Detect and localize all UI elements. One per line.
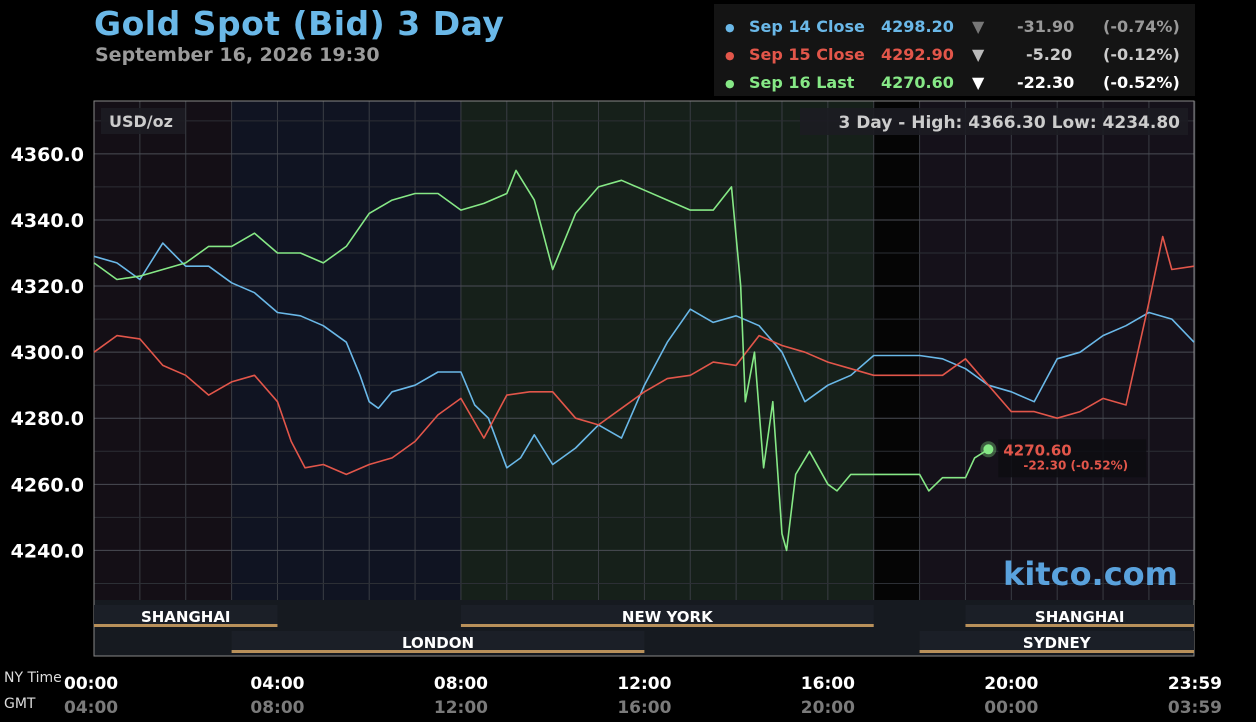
x-tick-label-gmt: 03:59 [1168, 698, 1222, 718]
x-tick-label-ny: 23:59 [1168, 674, 1222, 694]
y-tick-label: 4240.0 [11, 540, 84, 562]
x-tick-label-gmt: 16:00 [617, 698, 671, 718]
legend-label: Sep 14 Close [749, 17, 865, 36]
session-bar [965, 624, 1194, 627]
dot-icon: ● [725, 49, 735, 62]
legend-percent: (-0.74%) [1103, 17, 1180, 36]
legend-label: Sep 15 Close [749, 45, 865, 64]
session-label: NEW YORK [622, 608, 714, 626]
plot-frame [93, 100, 1195, 657]
session-bar [919, 650, 1194, 653]
session-bar [231, 650, 645, 653]
legend-price: 4298.20 [881, 17, 954, 36]
x-tick-label-ny: 04:00 [250, 674, 304, 694]
y-tick-label: 4340.0 [11, 210, 84, 232]
arrow-down-icon: ▼ [972, 45, 985, 64]
x-tick-label-ny: 08:00 [434, 674, 488, 694]
legend-price: 4292.90 [881, 45, 954, 64]
legend-change: -22.30 [1017, 73, 1075, 92]
unit-label: USD/oz [109, 112, 173, 131]
x-tick-label-gmt: 00:00 [984, 698, 1038, 718]
x-tick-label-ny: 12:00 [617, 674, 671, 694]
session-label: LONDON [402, 634, 474, 652]
ny-time-label: NY Time [4, 670, 62, 686]
last-point-marker [983, 444, 994, 455]
legend-label: Sep 16 Last [749, 73, 855, 92]
x-tick-label-ny: 00:00 [64, 674, 118, 694]
legend: ● Sep 14 Close 4298.20 ▼ -31.90 (-0.74%)… [714, 4, 1195, 96]
session-band-asia [94, 101, 232, 600]
series-line-2 [93, 235, 1195, 476]
session-box [965, 605, 1194, 625]
unit-label-bg [101, 108, 185, 134]
arrow-down-icon: ▼ [972, 17, 985, 36]
series-line-3 [93, 169, 989, 552]
session-box [231, 631, 645, 651]
legend-change: -31.90 [1017, 17, 1075, 36]
chart-date: September 16, 2026 19:30 [95, 44, 380, 66]
y-tick-label: 4360.0 [11, 144, 84, 166]
legend-price: 4270.60 [881, 73, 954, 92]
x-tick-label-gmt: 08:00 [250, 698, 304, 718]
session-bar [460, 624, 874, 627]
session-band-london [231, 101, 461, 600]
x-tick-label-ny: 20:00 [984, 674, 1038, 694]
y-tick-label: 4260.0 [11, 474, 84, 496]
session-bar [94, 624, 278, 627]
session-label: SHANGHAI [141, 608, 231, 626]
x-tick-label-ny: 16:00 [801, 674, 855, 694]
session-label: SHANGHAI [1035, 608, 1125, 626]
session-label: SYDNEY [1023, 634, 1092, 652]
legend-percent: (-0.52%) [1103, 73, 1180, 92]
session-box [94, 605, 278, 625]
session-band-newyork [460, 101, 874, 600]
x-tick-label-gmt: 20:00 [801, 698, 855, 718]
dot-icon: ● [725, 21, 735, 34]
session-box [919, 631, 1194, 651]
chart-title: Gold Spot (Bid) 3 Day [94, 4, 505, 43]
range-label-bg [800, 108, 1188, 135]
y-tick-label: 4280.0 [11, 408, 84, 430]
kitco-watermark: kitco.com [1003, 555, 1178, 593]
y-tick-label: 4300.0 [11, 342, 84, 364]
session-box [460, 605, 874, 625]
x-tick-label-gmt: 12:00 [434, 698, 488, 718]
arrow-down-icon: ▼ [972, 73, 985, 92]
last-change-label: -22.30 (-0.52%) [1023, 458, 1128, 472]
y-tick-label: 4320.0 [11, 276, 84, 298]
legend-change: -5.20 [1026, 45, 1073, 64]
legend-percent: (-0.12%) [1103, 45, 1180, 64]
x-tick-label-gmt: 04:00 [64, 698, 118, 718]
dot-icon: ● [725, 77, 735, 90]
session-band-closed [873, 101, 920, 600]
high-low-label: 3 Day - High: 4366.30 Low: 4234.80 [838, 113, 1180, 133]
last-point-label-bg [998, 439, 1147, 478]
gmt-label: GMT [4, 696, 36, 712]
last-price-label: 4270.60 [1003, 441, 1071, 459]
